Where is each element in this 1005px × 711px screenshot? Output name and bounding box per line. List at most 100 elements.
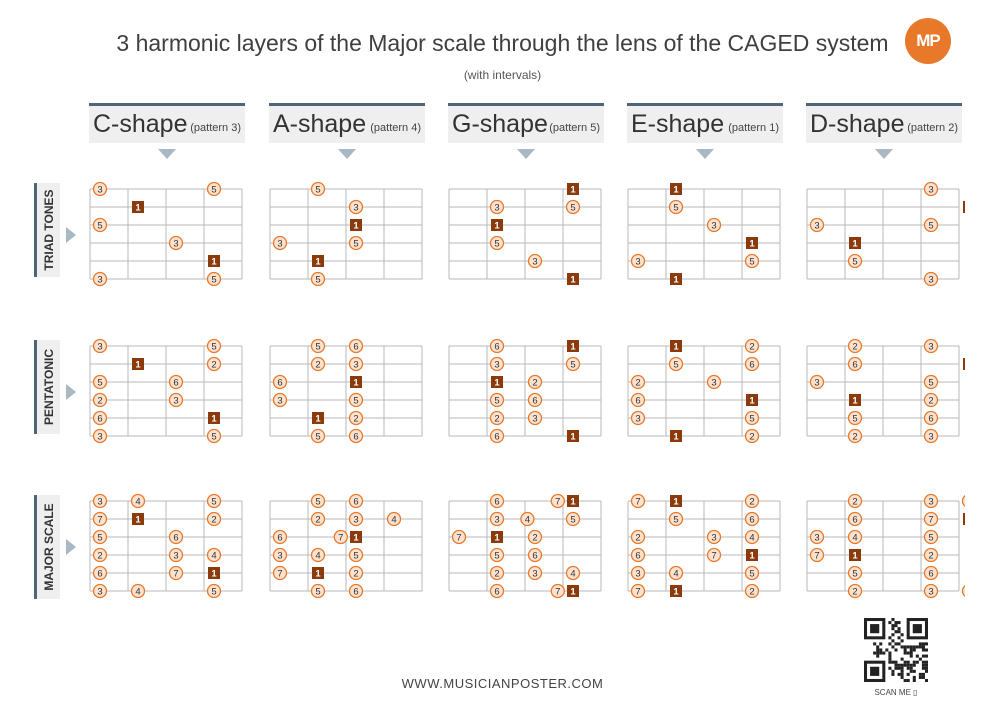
root-note-marker: 1 bbox=[208, 567, 220, 580]
interval-note-marker: 5 bbox=[923, 529, 939, 545]
interval-note-marker: 7 bbox=[272, 565, 288, 581]
interval-note-marker: 5 bbox=[348, 392, 364, 408]
interval-label: 1 bbox=[673, 185, 679, 196]
interval-note-marker: 7 bbox=[923, 511, 939, 527]
interval-note-marker: 4 bbox=[565, 565, 581, 581]
interval-note-marker: 3 bbox=[706, 529, 722, 545]
interval-label: 5 bbox=[673, 360, 678, 371]
interval-note-marker: 5 bbox=[206, 583, 222, 599]
interval-note-marker: 6 bbox=[489, 583, 505, 599]
shape-name: C-shape bbox=[93, 110, 188, 138]
interval-label: 7 bbox=[97, 515, 102, 526]
down-arrow-icon bbox=[517, 149, 535, 159]
interval-label: 3 bbox=[173, 551, 178, 562]
interval-note-marker: 6 bbox=[847, 511, 863, 527]
poster-subtitle: (with intervals) bbox=[463, 68, 542, 82]
interval-label: 3 bbox=[97, 185, 102, 196]
interval-label: 3 bbox=[532, 569, 537, 580]
interval-note-marker: 6 bbox=[168, 529, 184, 545]
interval-note-marker: 5 bbox=[489, 235, 505, 251]
root-note-marker: 1 bbox=[746, 549, 758, 562]
qr-code[interactable] bbox=[864, 618, 928, 682]
interval-label: 3 bbox=[494, 360, 499, 371]
interval-label: 5 bbox=[353, 396, 358, 407]
interval-label: 6 bbox=[749, 360, 754, 371]
interval-note-marker: 7 bbox=[630, 583, 646, 599]
interval-note-marker: 3 bbox=[168, 392, 184, 408]
interval-label: 5 bbox=[570, 203, 575, 214]
interval-note-marker: 2 bbox=[847, 428, 863, 444]
row-label-major-scale: MAJOR SCALE bbox=[34, 495, 60, 599]
interval-label: 3 bbox=[928, 587, 933, 598]
root-note-marker: 1 bbox=[963, 358, 965, 370]
interval-note-marker: 4 bbox=[847, 529, 863, 545]
root-note-marker: 1 bbox=[350, 376, 362, 389]
root-note-marker: 1 bbox=[567, 430, 579, 443]
interval-note-marker: 3 bbox=[92, 271, 108, 287]
interval-label: 1 bbox=[135, 515, 141, 526]
interval-note-marker: 5 bbox=[206, 181, 222, 197]
interval-label: 2 bbox=[852, 497, 857, 508]
shape-name: E-shape bbox=[631, 110, 725, 138]
interval-label: 4 bbox=[391, 515, 396, 526]
interval-note-marker: 4 bbox=[520, 511, 535, 527]
root-note-marker: 1 bbox=[208, 255, 220, 268]
interval-note-marker: 3 bbox=[92, 181, 108, 197]
interval-note-marker: 6 bbox=[489, 493, 505, 509]
fretboard-g-shape-triad-tones: 1 3 5 1 5 3 1 bbox=[448, 183, 602, 286]
interval-note-marker: 6 bbox=[489, 338, 505, 354]
interval-note-marker: 5 bbox=[565, 511, 581, 527]
interval-note-marker: 5 bbox=[847, 253, 863, 269]
interval-label: 7 bbox=[711, 551, 716, 562]
interval-note-marker: 4 bbox=[310, 547, 326, 563]
interval-note-marker: 5 bbox=[668, 511, 684, 527]
interval-label: 3 bbox=[711, 378, 716, 389]
interval-label: 3 bbox=[277, 551, 282, 562]
root-note-marker: 1 bbox=[567, 273, 579, 286]
interval-note-marker: 5 bbox=[206, 493, 222, 509]
interval-note-marker: 4 bbox=[206, 547, 222, 563]
shape-name: A-shape bbox=[273, 110, 367, 138]
interval-label: 5 bbox=[749, 414, 754, 425]
interval-label: 4 bbox=[570, 569, 575, 580]
interval-label: 2 bbox=[749, 587, 754, 598]
interval-label: 6 bbox=[852, 515, 857, 526]
interval-label: 7 bbox=[635, 587, 640, 598]
interval-note-marker: 3 bbox=[527, 565, 543, 581]
interval-label: 7 bbox=[277, 569, 282, 580]
interval-note-marker: 3 bbox=[630, 410, 646, 426]
interval-note-marker: 5 bbox=[92, 529, 108, 545]
interval-label: 5 bbox=[97, 221, 102, 232]
root-note-marker: 1 bbox=[849, 237, 861, 250]
interval-label: 6 bbox=[494, 432, 499, 443]
interval-note-marker: 2 bbox=[348, 410, 364, 426]
interval-label: 1 bbox=[749, 239, 755, 250]
interval-note-marker: 7 bbox=[168, 565, 184, 581]
interval-note-marker: 2 bbox=[489, 565, 505, 581]
interval-label: 3 bbox=[97, 587, 102, 598]
footer-url[interactable]: WWW.MUSICIANPOSTER.COM bbox=[401, 676, 604, 691]
interval-label: 1 bbox=[135, 360, 141, 371]
interval-note-marker: 4 bbox=[386, 511, 402, 527]
musicianposter-logo[interactable]: MP bbox=[905, 18, 951, 64]
interval-note-marker: 4 bbox=[961, 585, 965, 597]
shape-header-e-shape: E-shape (pattern 1) bbox=[627, 103, 783, 143]
root-note-marker: 1 bbox=[670, 495, 682, 508]
interval-note-marker: 3 bbox=[272, 547, 288, 563]
interval-note-marker: 5 bbox=[489, 547, 505, 563]
interval-label: 1 bbox=[570, 432, 576, 443]
interval-note-marker: 3 bbox=[630, 565, 646, 581]
interval-note-marker: 2 bbox=[847, 338, 863, 354]
interval-label: 5 bbox=[852, 257, 857, 268]
interval-label: 5 bbox=[211, 587, 216, 598]
down-arrow-icon bbox=[875, 149, 893, 159]
interval-note-marker: 2 bbox=[847, 493, 863, 509]
interval-note-marker: 6 bbox=[527, 392, 543, 408]
interval-label: 3 bbox=[97, 497, 102, 508]
interval-note-marker: 3 bbox=[923, 583, 939, 599]
interval-note-marker: 6 bbox=[92, 410, 108, 426]
interval-note-marker: 4 bbox=[130, 583, 146, 599]
interval-note-marker: 3 bbox=[92, 428, 108, 444]
interval-note-marker: 3 bbox=[630, 253, 646, 269]
interval-note-marker: 6 bbox=[744, 356, 760, 372]
